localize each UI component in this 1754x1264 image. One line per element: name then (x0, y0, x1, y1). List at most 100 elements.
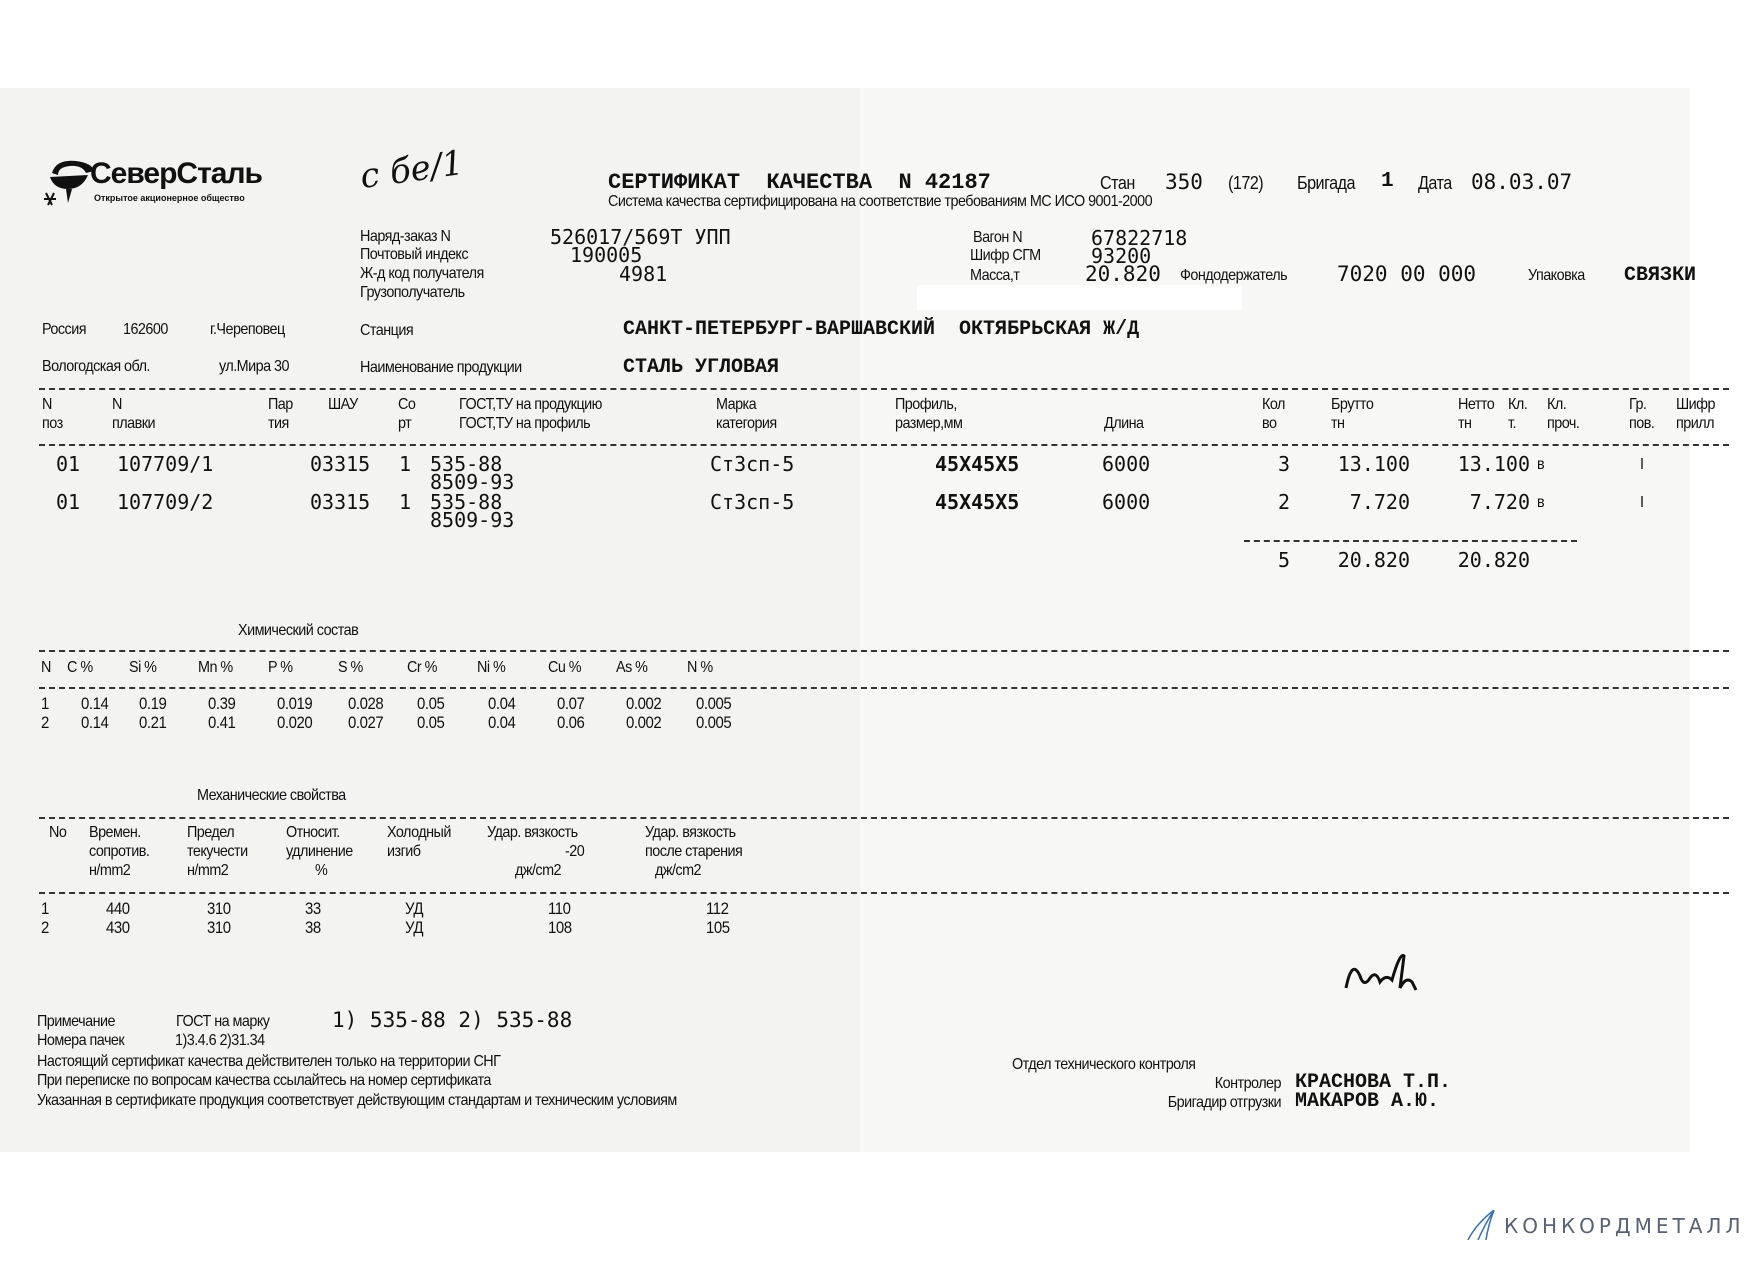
mech-header-cell: Удар. вязкость (487, 824, 578, 841)
main-header-cell: категория (716, 415, 777, 432)
row-profile: 45X45X5 (935, 452, 1020, 476)
row-qty: 2 (1277, 490, 1290, 514)
stan-value: 350 (1165, 170, 1203, 194)
note-label: Примечание (37, 1013, 116, 1030)
row-sort: 1 (399, 490, 412, 514)
chem-cell: 0.002 (626, 713, 662, 732)
row-profile: 45X45X5 (935, 490, 1020, 514)
street: ул.Мира 30 (219, 358, 290, 375)
order-label: Наряд-заказ N (360, 228, 451, 245)
chem-cell: 0.05 (417, 713, 445, 732)
chem-cell: 0.019 (277, 694, 313, 713)
main-header-cell: Кол (1262, 396, 1285, 413)
watermark-text: КОНКОРДМЕТАЛЛ (1504, 1214, 1745, 1238)
postal-label: Почтовый индекс (360, 246, 469, 263)
row-shau: 03315 (310, 452, 371, 476)
mech-header-cell: Относит. (286, 824, 340, 841)
chem-header-cell: N (41, 659, 51, 676)
product-value: СТАЛЬ УГЛОВАЯ (623, 356, 780, 379)
date-label: Дата (1418, 173, 1452, 193)
mech-header-cell: изгиб (387, 843, 421, 860)
mech-cell: 112 (706, 899, 729, 918)
main-header-cell: ГОСТ,ТУ на продукцию (459, 396, 602, 413)
chem-header-cell: Cu % (548, 659, 582, 676)
main-header-cell: Шифр (1676, 396, 1715, 413)
logo-subtitle: Открытое акционерное общество (94, 193, 245, 203)
row-length: 6000 (1102, 452, 1151, 476)
mech-header-cell: % (315, 862, 328, 879)
row-melt: 107709/1 (117, 452, 214, 476)
main-header-cell: ГОСТ,ТУ на профиль (459, 415, 591, 432)
certificate-title: СЕРТИФИКАТ КАЧЕСТВА N 42187 (608, 170, 991, 195)
row-shau: 03315 (310, 490, 371, 514)
mechanical-title: Механические свойства (197, 787, 346, 804)
brigada-label: Бригада (1297, 173, 1355, 193)
chem-cell: 0.14 (81, 713, 109, 732)
chem-header-cell: P % (268, 659, 293, 676)
row-gost-product: 535-88 (430, 452, 503, 476)
gost-grade-value: 1) 535-88 2) 535-88 (332, 1008, 573, 1032)
main-header-cell: Брутто (1331, 396, 1374, 413)
divider (39, 687, 1729, 689)
mech-cell: 430 (106, 918, 130, 937)
chem-header-cell: Si % (129, 659, 157, 676)
chem-cell: 0.14 (81, 694, 109, 713)
mech-header-cell: Времен. (89, 824, 141, 841)
stan-label: Стан (1100, 173, 1135, 193)
chem-cell: 1 (41, 694, 49, 713)
divider (39, 650, 1729, 652)
wagon-label: Вагон N (973, 229, 1023, 246)
row-net: 7.720 (1469, 490, 1530, 514)
row-grade: Ст3сп-5 (710, 490, 795, 514)
row-net: 13.100 (1457, 452, 1530, 476)
rail-code-label: Ж-д код получателя (360, 265, 484, 282)
severstal-logo: СеверСталь Открытое акционерное общество (42, 155, 263, 227)
station-value: САНКТ-ПЕТЕРБУРГ-ВАРШАВСКИЙ ОКТЯБРЬСКАЯ Ж… (623, 318, 1140, 341)
chem-header-cell: N % (687, 659, 713, 676)
chem-cell: 0.005 (696, 694, 732, 713)
row-qty: 3 (1277, 452, 1290, 476)
chem-cell: 0.05 (417, 694, 445, 713)
mech-cell: 105 (706, 918, 730, 937)
divider (39, 892, 1729, 894)
row-gross: 13.100 (1337, 452, 1410, 476)
mech-cell: УД (405, 899, 424, 918)
city: г.Череповец (210, 321, 285, 338)
chem-header-cell: As % (616, 659, 648, 676)
row-sort: 1 (399, 452, 412, 476)
chem-cell: 0.002 (626, 694, 662, 713)
mech-header-cell: удлинение (286, 843, 353, 860)
chem-cell: 0.027 (348, 713, 384, 732)
mech-header-cell: Удар. вязкость (645, 824, 736, 841)
consignee-label: Грузополучатель (360, 284, 465, 301)
main-header-cell: тн (1458, 415, 1472, 432)
total-net: 20.820 (1457, 548, 1530, 572)
controller-label: Контролер (1214, 1075, 1282, 1092)
main-header-cell: N (112, 396, 122, 413)
certificate-paper-right (860, 88, 1690, 1152)
row-surface-group: I (1640, 494, 1644, 511)
zip: 162600 (123, 321, 168, 338)
brigada-value: 1 (1381, 170, 1394, 193)
packs-label: Номера пачек (37, 1032, 125, 1049)
mech-cell: 1 (41, 899, 49, 918)
main-header-cell: Длина (1104, 415, 1144, 432)
main-header-cell: т. (1508, 415, 1516, 432)
region: Вологодская обл. (42, 358, 150, 375)
mech-header-cell: дж/cm2 (515, 862, 562, 879)
chem-header-cell: Cr % (407, 659, 437, 676)
mech-header-cell: н/mm2 (187, 862, 229, 879)
packing-value: СВЯЗКИ (1624, 264, 1697, 287)
mass-label: Масса,т (970, 267, 1020, 284)
controller-name: КРАСНОВА Т.П. (1295, 1071, 1452, 1094)
row-class: в (1537, 494, 1545, 511)
order-value: 526017/569Т УПП (550, 225, 731, 249)
mech-header-cell: Предел (187, 824, 235, 841)
row-grade: Ст3сп-5 (710, 452, 795, 476)
mech-header-cell: после старения (645, 843, 743, 860)
qc-department: Отдел технического контроля (1012, 1056, 1196, 1073)
station-label: Станция (360, 322, 414, 339)
chem-cell: 0.39 (208, 694, 236, 713)
main-header-cell: Профиль, (895, 396, 957, 413)
mech-cell: 2 (41, 918, 49, 937)
